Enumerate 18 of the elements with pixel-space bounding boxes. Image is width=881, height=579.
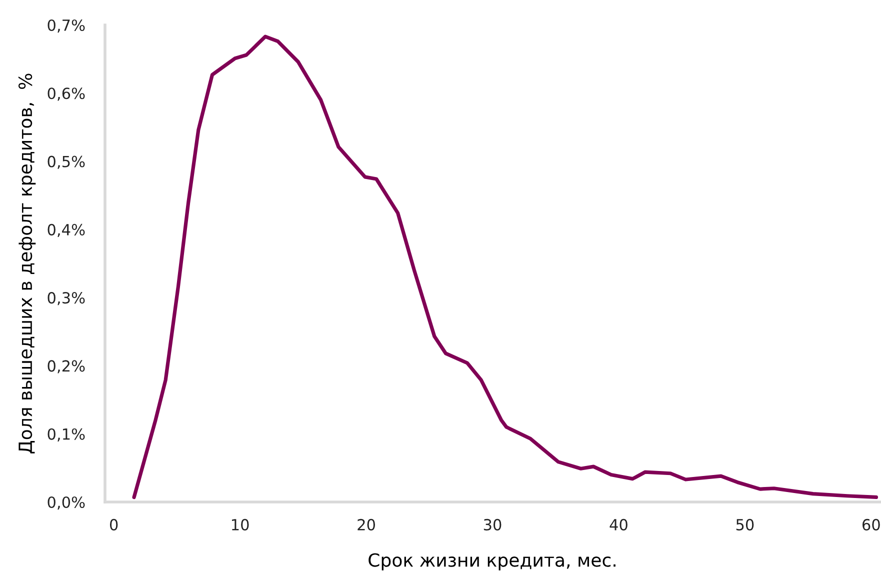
y-tick-label: 0,1% (48, 428, 85, 442)
y-tick-label: 0,7% (48, 19, 85, 33)
y-tick-label: 0,0% (48, 496, 85, 510)
x-tick-label: 60 (862, 518, 880, 530)
y-tick-label: 0,6% (48, 88, 85, 101)
x-tick-label: 20 (358, 518, 375, 530)
x-tick-label: 10 (232, 518, 249, 530)
x-axis-title: Срок жизни кредита, мес. (368, 553, 616, 570)
y-tick-label: 0,3% (48, 292, 85, 306)
x-tick-label: 50 (736, 518, 754, 530)
y-tick-label: 0,4% (48, 224, 85, 238)
x-tick-label: 0 (110, 518, 118, 530)
line-series (132, 34, 878, 500)
x-tick-label: 40 (610, 518, 628, 530)
x-tick-label: 30 (484, 518, 502, 530)
y-tick-label: 0,5% (48, 156, 85, 169)
y-tick-label: 0,2% (48, 360, 85, 374)
y-axis-title: Доля вышедших в дефолт кредитов, % (18, 74, 36, 454)
